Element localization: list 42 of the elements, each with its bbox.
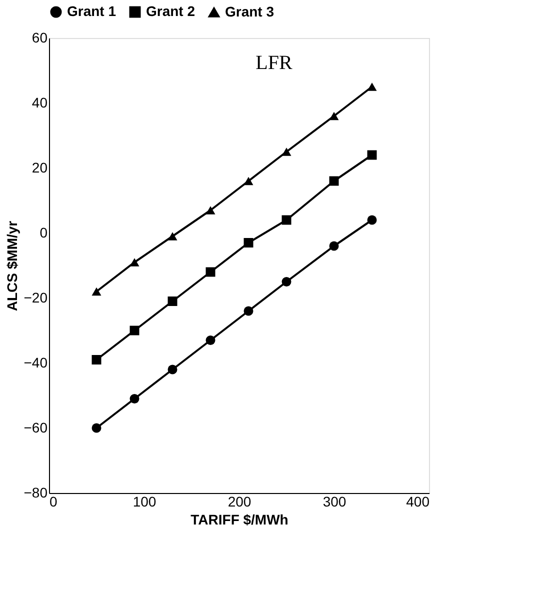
x-tick-label: 100 [132,494,156,510]
point [168,232,178,240]
y-tick-label: 0 [40,224,48,240]
y-tick-label: 20 [32,160,48,176]
x-tick-label: 200 [228,494,252,510]
point [282,148,292,156]
point [130,258,140,266]
point [244,176,254,186]
point [168,296,178,306]
legend-label: Grant 3 [225,3,274,20]
point [130,394,140,404]
y-tick-label: −40 [24,354,48,370]
point [130,326,140,336]
point [206,336,216,345]
y-tick-label: −20 [24,290,48,306]
point [329,112,339,120]
point [367,150,377,160]
point [92,423,102,433]
point [329,241,339,251]
point [92,355,102,364]
point [206,206,216,214]
point [244,306,254,316]
point [244,238,254,248]
point [282,277,292,286]
point [367,82,377,91]
x-tick-label: 300 [322,494,346,510]
legend-label: Grant 2 [146,3,196,19]
point [367,215,377,225]
y-tick-label: 60 [32,30,48,46]
annotation: LFR [256,52,293,74]
y-axis-title: ALCS $MM/yr [4,220,20,312]
legend-label: Grant 1 [67,3,116,19]
x-tick-label: 400 [406,494,430,510]
point [206,267,216,277]
point [168,364,178,374]
y-tick-label: −60 [24,420,48,436]
y-tick-label: −80 [24,484,48,500]
point [92,287,102,296]
point [329,176,339,186]
x-axis-title: TARIFF $/MWh [190,512,288,528]
point [282,215,292,225]
y-tick-label: 40 [32,94,48,110]
